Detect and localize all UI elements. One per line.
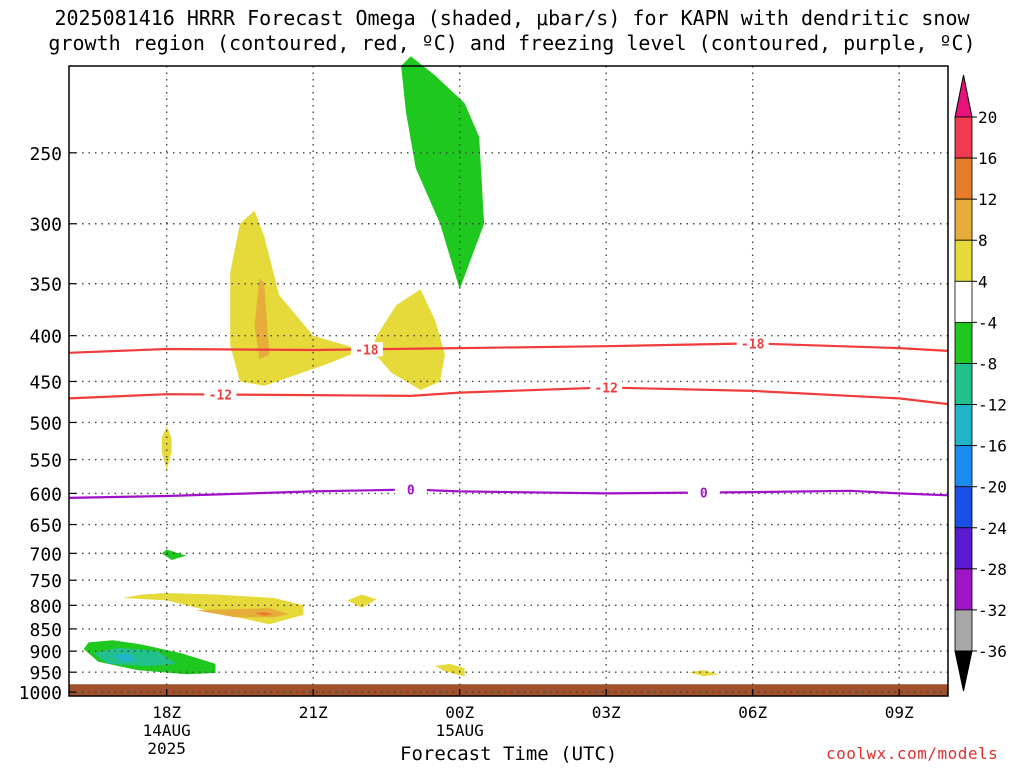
contour-line--12 bbox=[68, 386, 949, 406]
contour-label-bg-0-0 bbox=[394, 482, 427, 497]
x-tick-label-09Z: 09Z bbox=[885, 703, 914, 722]
colorbar-swatch-0 bbox=[954, 116, 973, 159]
colorbar-label-1: 16 bbox=[978, 149, 997, 168]
y-tick-label-550: 550 bbox=[29, 451, 62, 472]
colorbar-label-5: -4 bbox=[978, 313, 997, 332]
x-tick-label-06Z: 06Z bbox=[738, 703, 767, 722]
y-tick-label-700: 700 bbox=[29, 544, 62, 565]
omega-region-0 bbox=[230, 210, 362, 386]
y-tick-label-400: 400 bbox=[29, 327, 62, 348]
x-tick-label-21Z: 21Z bbox=[299, 703, 328, 722]
colorbar-label-7: -12 bbox=[978, 396, 1007, 415]
colorbar-label-3: 8 bbox=[978, 231, 988, 250]
y-tick-label-250: 250 bbox=[29, 144, 62, 165]
colorbar-label-6: -8 bbox=[978, 354, 997, 373]
y-tick-label-900: 900 bbox=[29, 642, 62, 663]
colorbar-label-11: -28 bbox=[978, 560, 1007, 579]
contour-label--18-1: -18 bbox=[741, 337, 765, 352]
contour-label-0-1: 0 bbox=[700, 487, 708, 502]
omega-region-1 bbox=[254, 278, 270, 360]
contour-label-bg--18-0 bbox=[350, 342, 383, 357]
colorbar-swatch-1 bbox=[954, 157, 973, 200]
y-tick-label-500: 500 bbox=[29, 413, 62, 434]
x-axis-title: Forecast Time (UTC) bbox=[400, 743, 618, 765]
colorbar-swatch-3 bbox=[954, 239, 973, 282]
colorbar-swatch-7 bbox=[954, 404, 973, 447]
omega-region-13 bbox=[435, 663, 465, 677]
y-tick-label-750: 750 bbox=[29, 571, 62, 592]
omega-region-5 bbox=[161, 549, 187, 560]
contour-label--12-1: -12 bbox=[594, 381, 617, 396]
colorbar-label-0: 20 bbox=[978, 108, 997, 127]
y-tick-label-950: 950 bbox=[29, 663, 62, 684]
x-tick-label-03Z: 03Z bbox=[592, 703, 621, 722]
contour-label-bg--12-0 bbox=[204, 387, 237, 402]
y-tick-label-600: 600 bbox=[29, 484, 62, 505]
y-tick-label-800: 800 bbox=[29, 596, 62, 617]
colorbar-label-10: -24 bbox=[978, 519, 1007, 538]
y-tick-label-1000: 1000 bbox=[19, 683, 62, 704]
colorbar-label-2: 12 bbox=[978, 190, 997, 209]
chart-title: 2025081416 HRRR Forecast Omega (shaded, … bbox=[0, 6, 1024, 56]
colorbar-swatch-4 bbox=[954, 280, 973, 323]
omega-region-11 bbox=[93, 647, 177, 666]
colorbar-label-9: -20 bbox=[978, 478, 1007, 497]
colorbar-swatch-12 bbox=[954, 609, 973, 652]
omega-region-6 bbox=[122, 593, 304, 625]
x-tick-date-00Z: 15AUG bbox=[436, 721, 484, 740]
omega-region-8 bbox=[254, 612, 275, 616]
omega-region-14 bbox=[689, 670, 719, 677]
contour-label-bg-0-1 bbox=[687, 485, 720, 500]
title-line-1: 2025081416 HRRR Forecast Omega (shaded, … bbox=[54, 6, 970, 30]
colorbar-bottom-arrow bbox=[954, 650, 973, 692]
x-tick-label-00Z: 00Z bbox=[445, 703, 474, 722]
colorbar-label-12: -32 bbox=[978, 601, 1007, 620]
contour-line--18 bbox=[68, 342, 949, 354]
x-tick-year-18Z: 2025 bbox=[147, 739, 186, 758]
contour-label--18-0: -18 bbox=[355, 343, 379, 358]
y-tick-label-450: 450 bbox=[29, 372, 62, 393]
contour-label--12-0: -12 bbox=[209, 389, 232, 404]
omega-region-9 bbox=[347, 594, 377, 608]
x-tick-date-18Z: 14AUG bbox=[143, 721, 191, 740]
colorbar-label-4: 4 bbox=[978, 272, 988, 291]
omega-region-2 bbox=[371, 289, 445, 390]
colorbar-label-13: -36 bbox=[978, 642, 1007, 661]
colorbar-swatch-2 bbox=[954, 198, 973, 241]
colorbar-top-arrow bbox=[954, 74, 973, 118]
omega-region-3 bbox=[401, 56, 485, 290]
y-tick-label-850: 850 bbox=[29, 620, 62, 641]
contour-line-0 bbox=[68, 488, 949, 499]
colorbar-swatch-9 bbox=[954, 486, 973, 529]
contour-label-bg--18-1 bbox=[736, 336, 769, 351]
colorbar-swatch-11 bbox=[954, 568, 973, 611]
omega-region-12 bbox=[112, 653, 138, 662]
y-tick-label-300: 300 bbox=[29, 215, 62, 236]
colorbar-swatch-6 bbox=[954, 363, 973, 405]
contour-label-0-0: 0 bbox=[407, 483, 415, 498]
omega-region-4 bbox=[161, 426, 172, 470]
y-tick-label-650: 650 bbox=[29, 516, 62, 537]
colorbar-swatch-5 bbox=[954, 321, 973, 364]
colorbar-swatch-10 bbox=[954, 527, 973, 570]
source-credit[interactable]: coolwx.com/models bbox=[826, 744, 999, 763]
y-tick-label-350: 350 bbox=[29, 275, 62, 296]
colorbar-swatch-8 bbox=[954, 445, 973, 488]
colorbar-label-8: -16 bbox=[978, 437, 1007, 456]
title-line-2: growth region (contoured, red, ºC) and f… bbox=[48, 31, 976, 55]
contour-label-bg--12-1 bbox=[590, 380, 623, 395]
ground-region bbox=[69, 684, 948, 696]
x-tick-label-18Z: 18Z bbox=[152, 703, 181, 722]
